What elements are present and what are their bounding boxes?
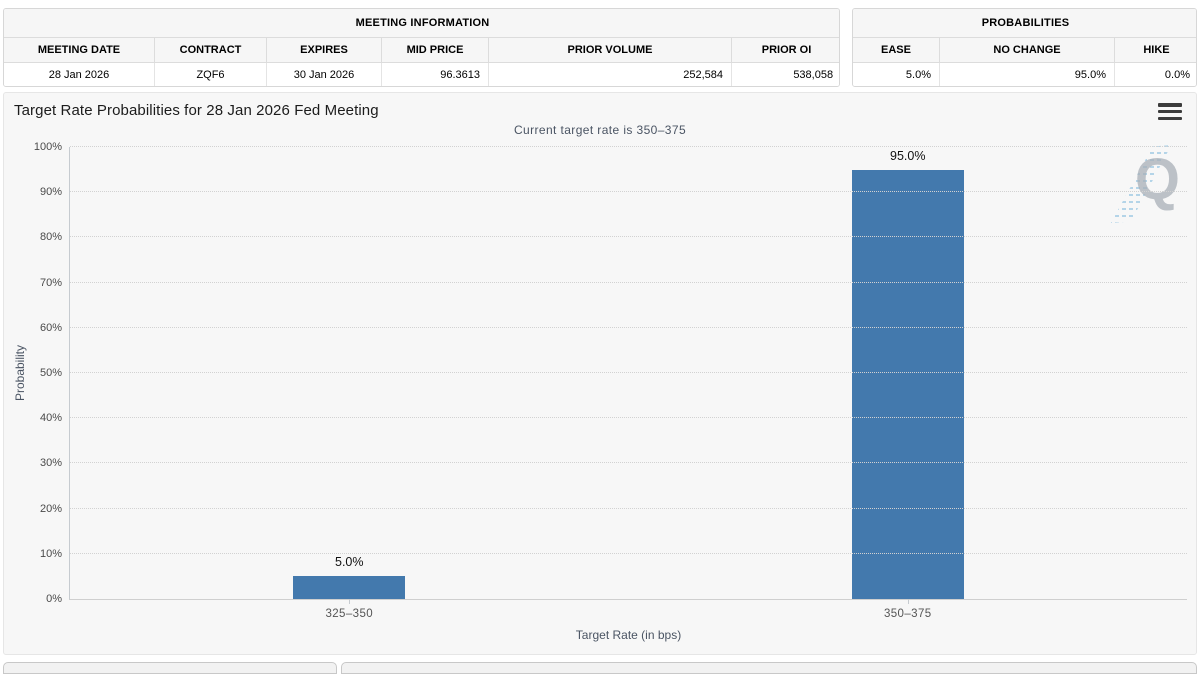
gridline xyxy=(70,507,1187,509)
category-325-350: 5.0% 325–350 xyxy=(70,147,629,620)
y-tick-label: 80% xyxy=(39,231,62,244)
y-tick-label: 50% xyxy=(39,367,62,379)
expires-value: 30 Jan 2026 xyxy=(266,63,381,86)
y-tick-label: 10% xyxy=(39,547,62,560)
col-header-ease: EASE xyxy=(853,38,939,63)
top-tables-row: MEETING INFORMATION MEETING DATE CONTRAC… xyxy=(3,8,1197,87)
probabilities-header-row: EASE NO CHANGE HIKE xyxy=(853,38,1196,63)
gridline xyxy=(70,552,1187,554)
y-tick-label: 70% xyxy=(39,276,62,289)
col-header-prior-oi: PRIOR OI xyxy=(731,38,839,63)
y-tick-label: 30% xyxy=(39,457,62,470)
gridline xyxy=(70,191,1187,193)
ease-value: 5.0% xyxy=(853,63,939,86)
x-axis-tick xyxy=(349,599,351,604)
gridline xyxy=(70,326,1187,328)
category-lane-container: 5.0% 325–350 95.0% 350–375 xyxy=(70,147,1188,620)
chart-panel: Target Rate Probabilities for 28 Jan 202… xyxy=(3,92,1197,655)
meeting-info-data-row: 28 Jan 2026 ZQF6 30 Jan 2026 96.3613 252… xyxy=(4,63,839,86)
chart-context-menu-button[interactable] xyxy=(1157,102,1183,121)
plot-area: Probability 5.0% 325–350 95.0% 350–375 T… xyxy=(13,141,1188,642)
gridline xyxy=(70,146,1187,147)
gridline xyxy=(70,281,1187,283)
y-tick-label: 60% xyxy=(39,321,62,334)
chart-subtitle: Current target rate is 350–375 xyxy=(513,123,687,137)
col-header-mid-price: MID PRICE xyxy=(381,38,488,63)
y-tick-label: 20% xyxy=(39,502,62,515)
gridline xyxy=(70,372,1187,373)
no-change-value: 95.0% xyxy=(939,63,1114,86)
gridline xyxy=(70,236,1187,238)
y-tick-label: 0% xyxy=(46,593,62,605)
hamburger-menu-icon xyxy=(1158,116,1182,120)
hamburger-menu-icon xyxy=(1158,109,1182,114)
hamburger-menu-icon xyxy=(1158,103,1182,107)
hike-value: 0.0% xyxy=(1114,63,1196,86)
meeting-information-table: MEETING INFORMATION MEETING DATE CONTRAC… xyxy=(3,8,840,87)
bottom-left-panel-stub xyxy=(3,662,337,674)
gridline xyxy=(70,462,1187,464)
col-header-meeting-date: MEETING DATE xyxy=(4,38,154,63)
x-axis-title: Target Rate (in bps) xyxy=(575,628,682,642)
probabilities-caption: PROBABILITIES xyxy=(853,9,1196,38)
y-tick-label: 90% xyxy=(39,186,62,199)
bar[interactable] xyxy=(293,576,406,599)
x-axis-tick xyxy=(907,599,909,604)
category-350-375: 95.0% 350–375 xyxy=(629,147,1188,620)
x-category-label: 350–375 xyxy=(883,608,932,620)
gridline xyxy=(70,417,1187,419)
contract-value: ZQF6 xyxy=(154,63,266,86)
prior-volume-value: 252,584 xyxy=(488,63,731,86)
mid-price-value: 96.3613 xyxy=(381,63,488,86)
col-header-no-change: NO CHANGE xyxy=(939,38,1114,63)
col-header-contract: CONTRACT xyxy=(154,38,266,63)
meeting-info-header-row: MEETING DATE CONTRACT EXPIRES MID PRICE … xyxy=(4,38,839,63)
col-header-expires: EXPIRES xyxy=(266,38,381,63)
chart-title: Target Rate Probabilities for 28 Jan 202… xyxy=(14,102,379,119)
meeting-info-caption: MEETING INFORMATION xyxy=(4,9,839,38)
bar[interactable] xyxy=(851,169,964,599)
meeting-date-value: 28 Jan 2026 xyxy=(4,63,154,86)
prior-oi-value: 538,058 xyxy=(731,63,839,86)
bottom-right-panel-stub xyxy=(341,662,1197,674)
y-tick-label: 40% xyxy=(39,412,62,425)
probabilities-data-row: 5.0% 95.0% 0.0% xyxy=(853,63,1196,86)
bar-value-label: 5.0% xyxy=(335,555,364,570)
probabilities-table: PROBABILITIES EASE NO CHANGE HIKE 5.0% 9… xyxy=(852,8,1197,87)
col-header-prior-volume: PRIOR VOLUME xyxy=(488,38,731,63)
y-tick-label: 100% xyxy=(33,141,62,153)
col-header-hike: HIKE xyxy=(1114,38,1196,63)
x-category-label: 325–350 xyxy=(325,608,374,620)
bar-value-label: 95.0% xyxy=(890,148,926,163)
